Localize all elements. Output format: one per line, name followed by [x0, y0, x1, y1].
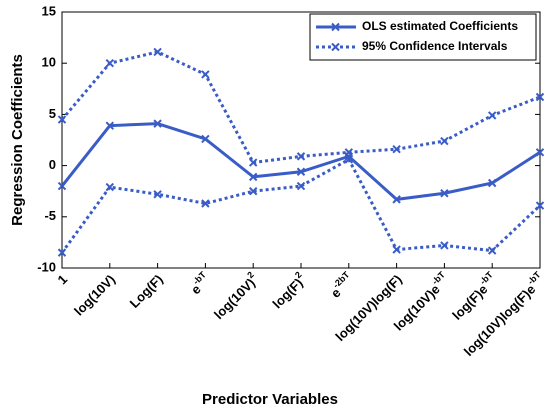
marker [440, 189, 449, 198]
legend-marker [331, 42, 340, 52]
marker [105, 182, 115, 192]
marker [344, 155, 354, 164]
marker [487, 246, 497, 255]
upper-bound-line [60, 50, 541, 165]
marker [105, 121, 115, 130]
x-tick-label-base: log(F) [270, 275, 306, 311]
y-tick-label: 5 [49, 106, 56, 121]
x-tick-label: log(10V)2 [209, 270, 262, 323]
marker [105, 58, 115, 68]
marker [248, 172, 258, 182]
x-tick-label-base: log(10V) [71, 272, 118, 319]
marker [487, 111, 497, 120]
marker [296, 181, 306, 191]
x-tick-label: e-2bT [326, 269, 358, 301]
x-tick-label-sup: -2bT [331, 269, 352, 290]
x-tick-label: log(10V)log(F)e-bT [459, 269, 546, 359]
marker [201, 199, 210, 208]
marker [296, 152, 306, 161]
line [60, 122, 541, 201]
x-tick-label-sup: 2 [293, 270, 304, 281]
y-tick-label: -5 [44, 208, 56, 223]
x-tick-label-base: 1 [55, 272, 71, 288]
marker [153, 47, 162, 57]
x-tick-label: e-bT [186, 269, 214, 297]
marker [57, 181, 67, 191]
marker [248, 158, 258, 167]
marker [248, 186, 258, 196]
x-tick-label: log(10V) [71, 272, 118, 319]
marker [535, 92, 545, 102]
marker [535, 148, 545, 157]
y-tick-label: 15 [42, 3, 56, 18]
y-tick-label: 10 [42, 55, 56, 70]
marker [57, 115, 67, 124]
legend-box [309, 13, 537, 61]
lower-bound-line [60, 157, 542, 254]
y-tick-label: 0 [49, 157, 56, 172]
y-axis-label: Regression Coefficients [9, 54, 26, 226]
marker [296, 167, 306, 176]
legend-label: 95% Confidence Intervals [362, 39, 508, 53]
legend-marker [331, 22, 340, 32]
x-tick-label-sup: 2 [245, 270, 256, 281]
marker [201, 134, 210, 144]
marker [392, 245, 401, 254]
marker [535, 201, 545, 210]
x-tick-label: Log(F) [127, 272, 166, 311]
marker [344, 148, 354, 157]
x-tick-label: log(F)2 [268, 270, 310, 312]
marker [57, 248, 67, 257]
x-tick-label-base: log(F)e [450, 282, 491, 323]
x-tick-label: log(F)e-bT [447, 269, 501, 323]
legend-label: OLS estimated Coefficients [362, 19, 518, 33]
marker [153, 119, 162, 128]
marker [440, 241, 449, 250]
marker [392, 195, 401, 204]
x-tick-label-base: Log(F) [127, 272, 166, 311]
marker [201, 70, 210, 79]
x-tick-label-base: log(10V)e [391, 282, 443, 334]
marker [153, 190, 162, 199]
marker [392, 145, 401, 154]
marker [487, 178, 497, 188]
marker [440, 136, 449, 146]
x-tick-label-base: log(10V) [211, 275, 258, 322]
x-axis-label: Predictor Variables [202, 391, 338, 408]
y-tick-label: -10 [37, 259, 56, 274]
x-tick-label: 1 [55, 272, 71, 288]
